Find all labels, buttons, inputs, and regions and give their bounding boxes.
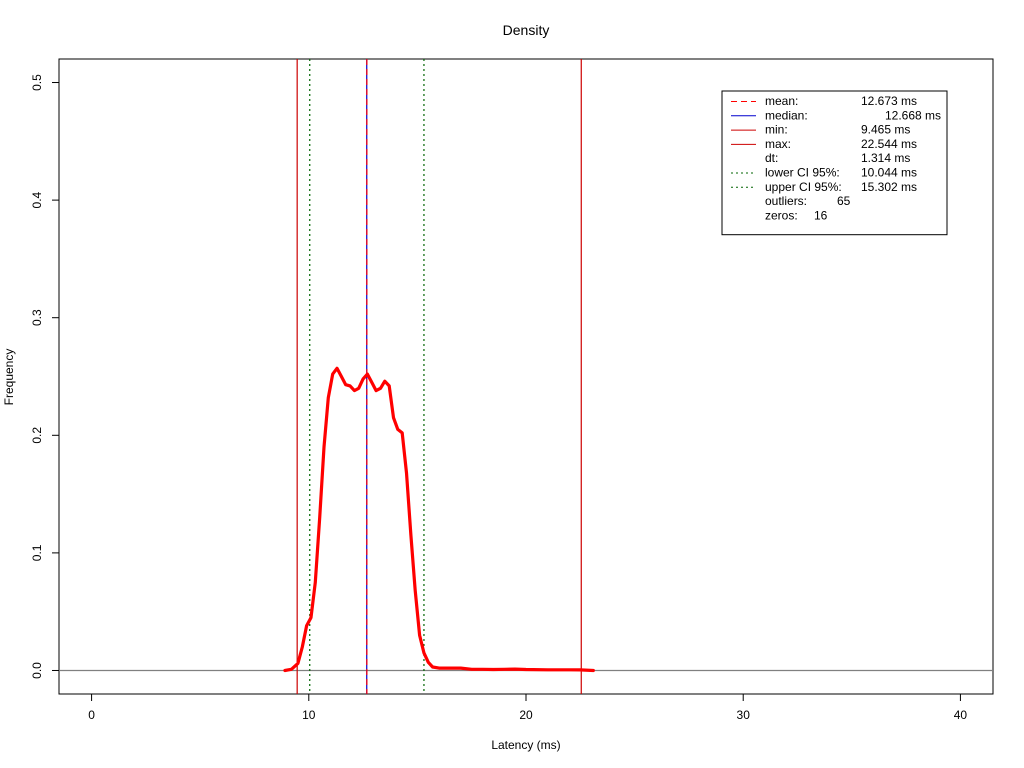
legend-box — [721, 90, 948, 236]
legend-value: 12.673 ms — [861, 94, 917, 108]
y-axis-label: Frequency — [2, 349, 16, 406]
legend-label: mean: — [765, 94, 798, 108]
legend-label: dt: — [765, 151, 778, 165]
legend-value: 1.314 ms — [861, 151, 910, 165]
y-tick-label: 0.0 — [30, 662, 44, 679]
legend-label: lower CI 95%: — [765, 166, 840, 180]
x-tick-label: 0 — [88, 708, 95, 722]
plot-layer: 0 10 20 30 40 0.0 0.1 0.2 0.3 0.4 0.5 — [30, 59, 993, 722]
legend-label: outliers: — [765, 194, 807, 208]
legend-value: 12.668 ms — [885, 108, 941, 122]
legend-label: max: — [765, 137, 791, 151]
x-tick-label: 10 — [302, 708, 316, 722]
legend-value: 9.465 ms — [861, 123, 910, 137]
y-tick-label: 0.5 — [30, 74, 44, 91]
legend-value: 10.044 ms — [861, 166, 917, 180]
y-tick-label: 0.2 — [30, 427, 44, 444]
x-tick-label: 20 — [519, 708, 533, 722]
x-tick-label: 40 — [954, 708, 968, 722]
density-curve — [283, 366, 595, 673]
y-tick-label: 0.4 — [30, 191, 44, 208]
x-axis-label: Latency (ms) — [491, 738, 560, 752]
legend-label: min: — [765, 123, 788, 137]
legend-value: 22.544 ms — [861, 137, 917, 151]
legend-value: 16 — [814, 208, 828, 222]
legend-label: median: — [765, 108, 808, 122]
legend-label: zeros: — [765, 208, 798, 222]
x-tick-label: 30 — [737, 708, 751, 722]
legend-value: 15.302 ms — [861, 180, 917, 194]
y-tick-label: 0.1 — [30, 544, 44, 561]
legend-label: upper CI 95%: — [765, 180, 842, 194]
chart-title: Density — [503, 22, 550, 38]
legend: mean: 12.673 ms median: 12.668 ms min: 9.465 … — [721, 90, 948, 236]
y-tick-label: 0.3 — [30, 309, 44, 326]
legend-value: 65 — [837, 194, 851, 208]
